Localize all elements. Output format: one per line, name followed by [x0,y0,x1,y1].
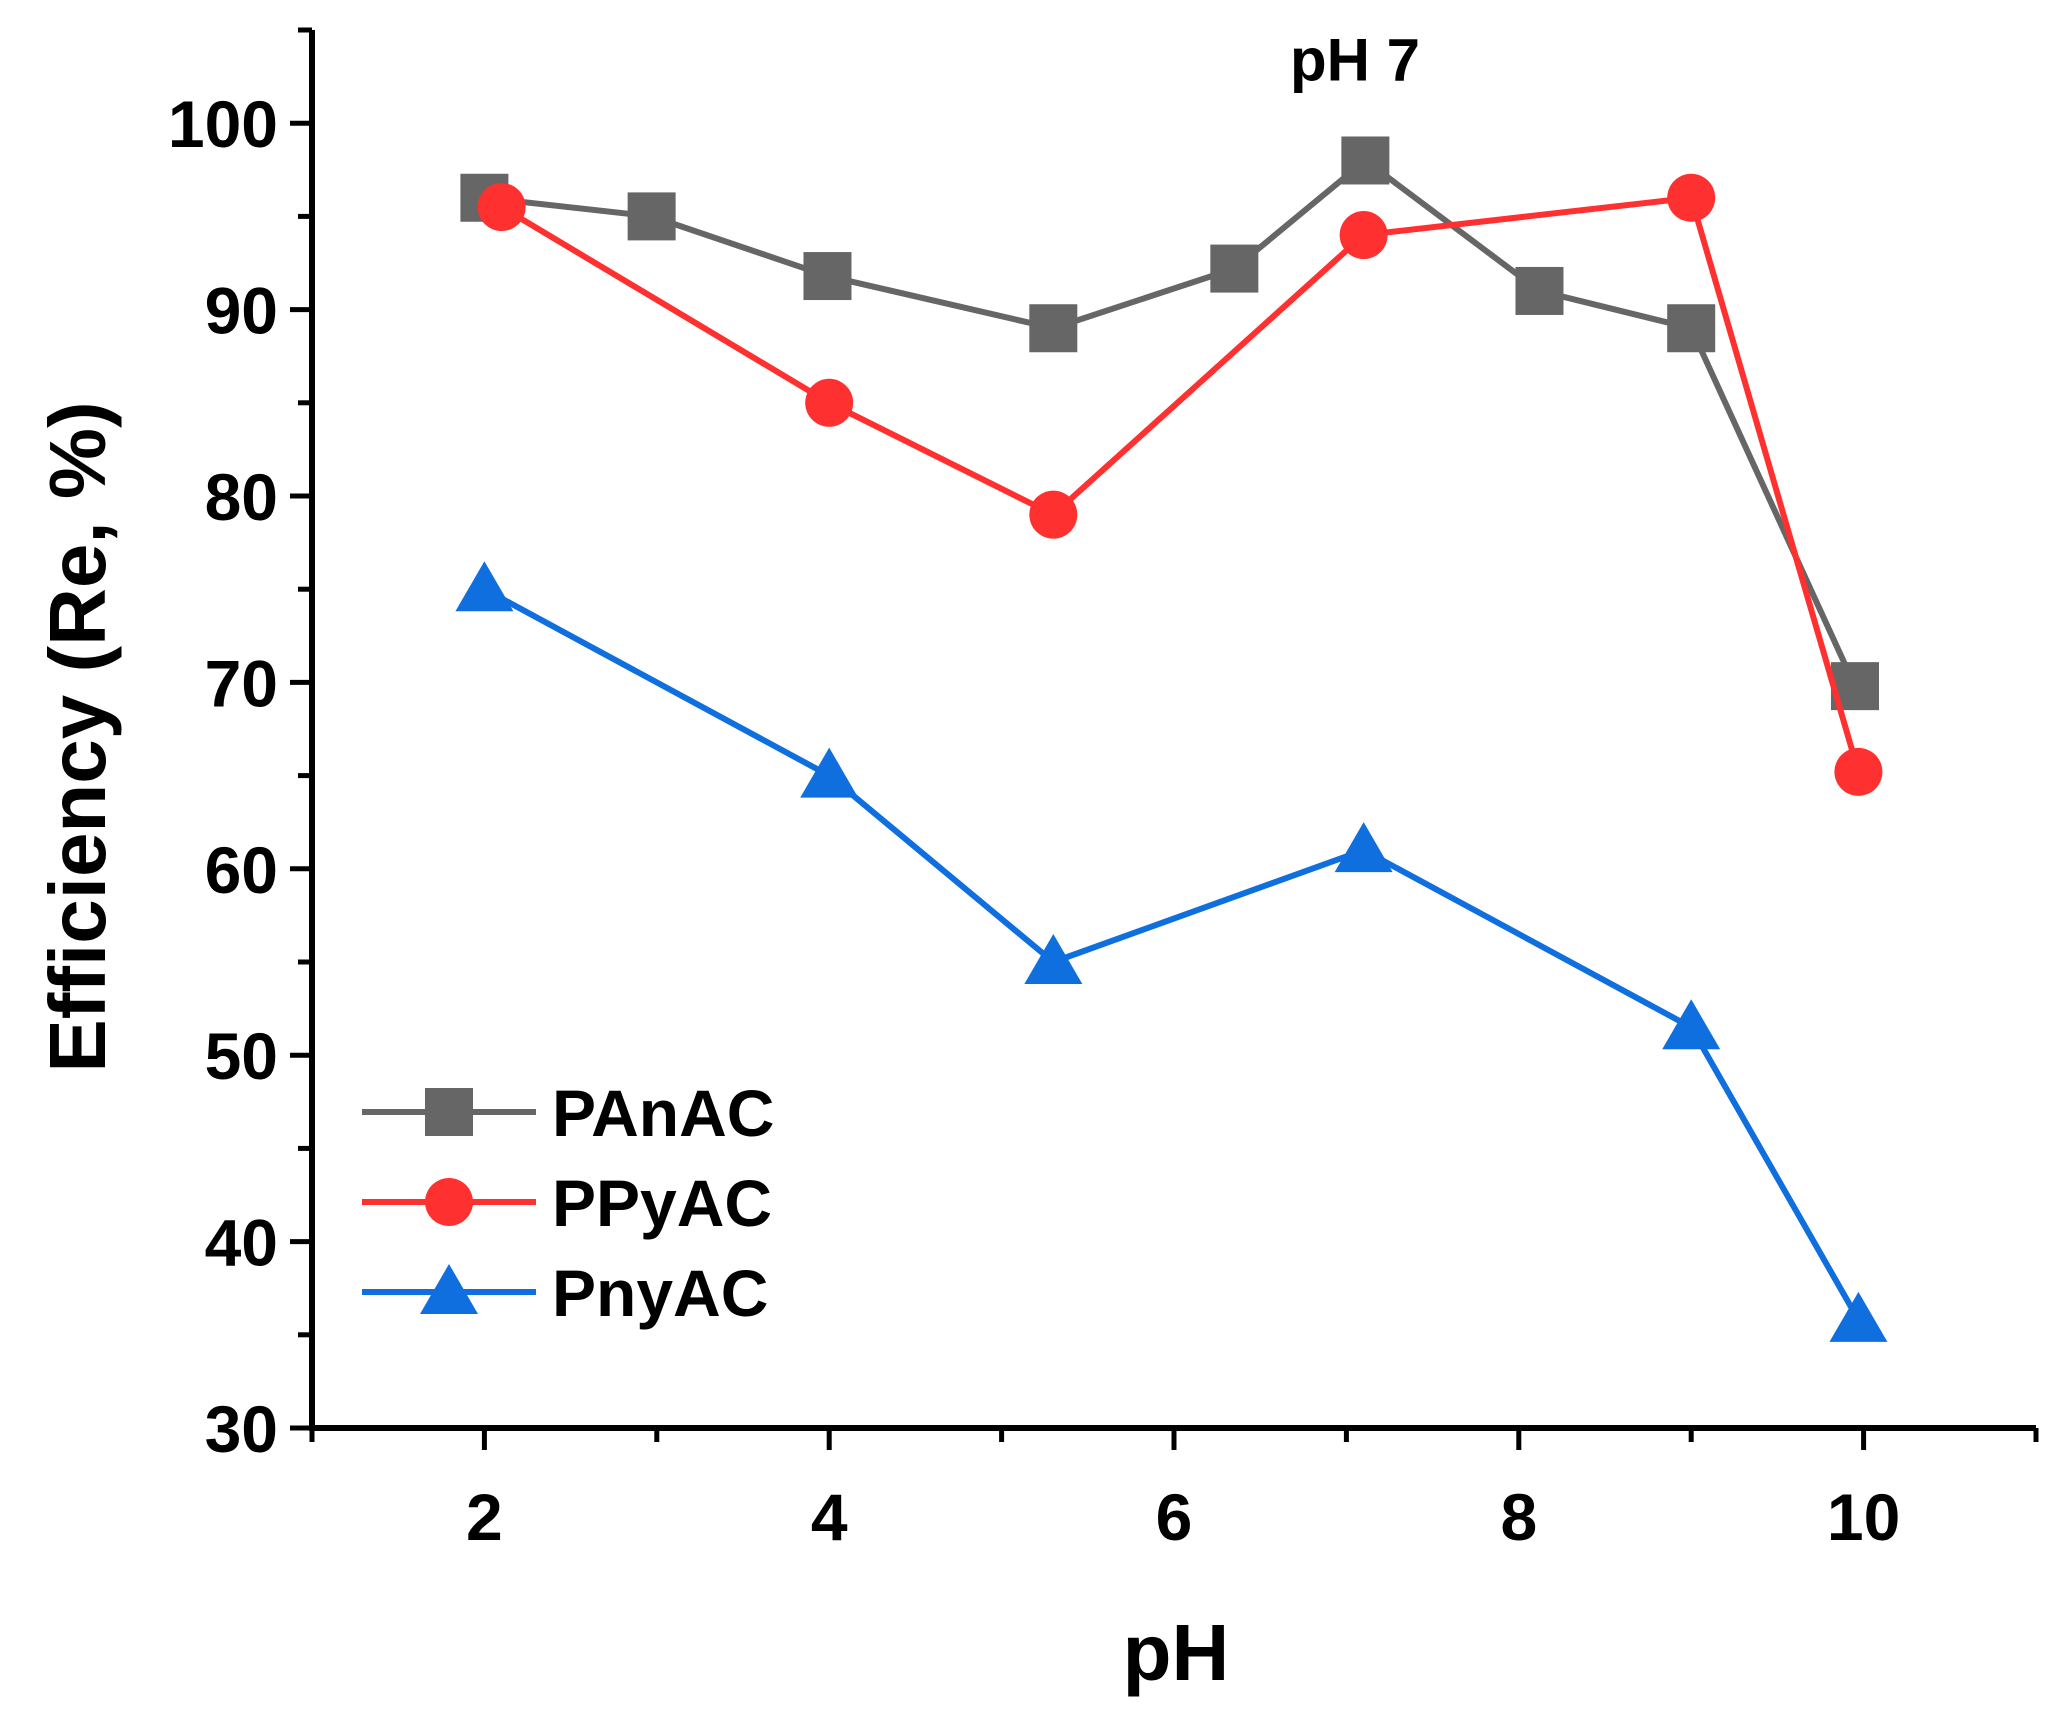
legend-label-ppyac: PPyAC [552,1166,772,1240]
legend-item-pnyac: PnyAC [362,1256,768,1330]
x-axis-ticks: 2 4 6 8 10 [309,1428,2039,1554]
data-point-pnyac [800,747,859,798]
y-tick-label: 30 [205,1392,278,1466]
data-point-ppyac [1667,173,1716,222]
data-point-ppyac [1339,211,1388,260]
x-tick-label: 8 [1500,1480,1537,1554]
data-point-pnyac [1662,999,1721,1050]
legend-label-panac: PAnAC [552,1076,774,1150]
data-point-panac [803,252,852,301]
x-tick-label: 4 [811,1480,848,1554]
data-point-panac [1210,244,1259,293]
data-point-panac [1341,136,1390,185]
data-point-panac [1667,304,1716,353]
series-line-panac [484,157,1858,688]
y-tick-label: 60 [205,833,278,907]
legend-marker-pnyac [420,1264,478,1314]
legend-item-ppyac: PPyAC [362,1166,772,1240]
legend-marker-ppyac [425,1178,473,1226]
data-point-panac [627,192,676,241]
data-point-ppyac [1834,747,1883,796]
data-point-pnyac [1024,934,1083,984]
y-tick-label: 50 [205,1019,278,1093]
x-tick-label: 6 [1156,1480,1193,1554]
data-point-pnyac [1829,1291,1888,1342]
legend-marker-panac [425,1088,473,1136]
data-point-panac [1515,266,1564,315]
data-point-panac [1029,304,1078,353]
legend-label-pnyac: PnyAC [552,1256,768,1330]
series-layer [455,136,1888,1342]
x-tick-label: 10 [1827,1480,1900,1554]
legend: PAnAC PPyAC PnyAC [362,1076,774,1330]
y-tick-label: 100 [168,87,278,161]
y-axis-ticks: 30 40 50 60 70 80 90 100 [168,27,312,1466]
y-tick-label: 90 [205,274,278,348]
x-axis-title: pH [1123,1608,1230,1697]
series-ppyac [477,173,1883,796]
series-pnyac [455,561,1888,1342]
y-tick-label: 80 [205,460,278,534]
x-tick-label: 2 [466,1480,503,1554]
y-tick-label: 70 [205,646,278,720]
y-tick-label: 40 [205,1206,278,1280]
data-point-pnyac [455,561,514,612]
series-line-pnyac [482,586,1862,1322]
data-point-pnyac [1334,822,1393,873]
data-point-ppyac [805,378,854,427]
data-point-ppyac [477,183,526,232]
legend-item-panac: PAnAC [362,1076,774,1150]
y-axis-title: Efficiency (Re, %) [33,401,122,1072]
series-panac [460,136,1879,711]
annotation-ph7: pH 7 [1290,26,1420,93]
data-point-ppyac [1029,490,1078,539]
series-line-ppyac [500,194,1862,773]
